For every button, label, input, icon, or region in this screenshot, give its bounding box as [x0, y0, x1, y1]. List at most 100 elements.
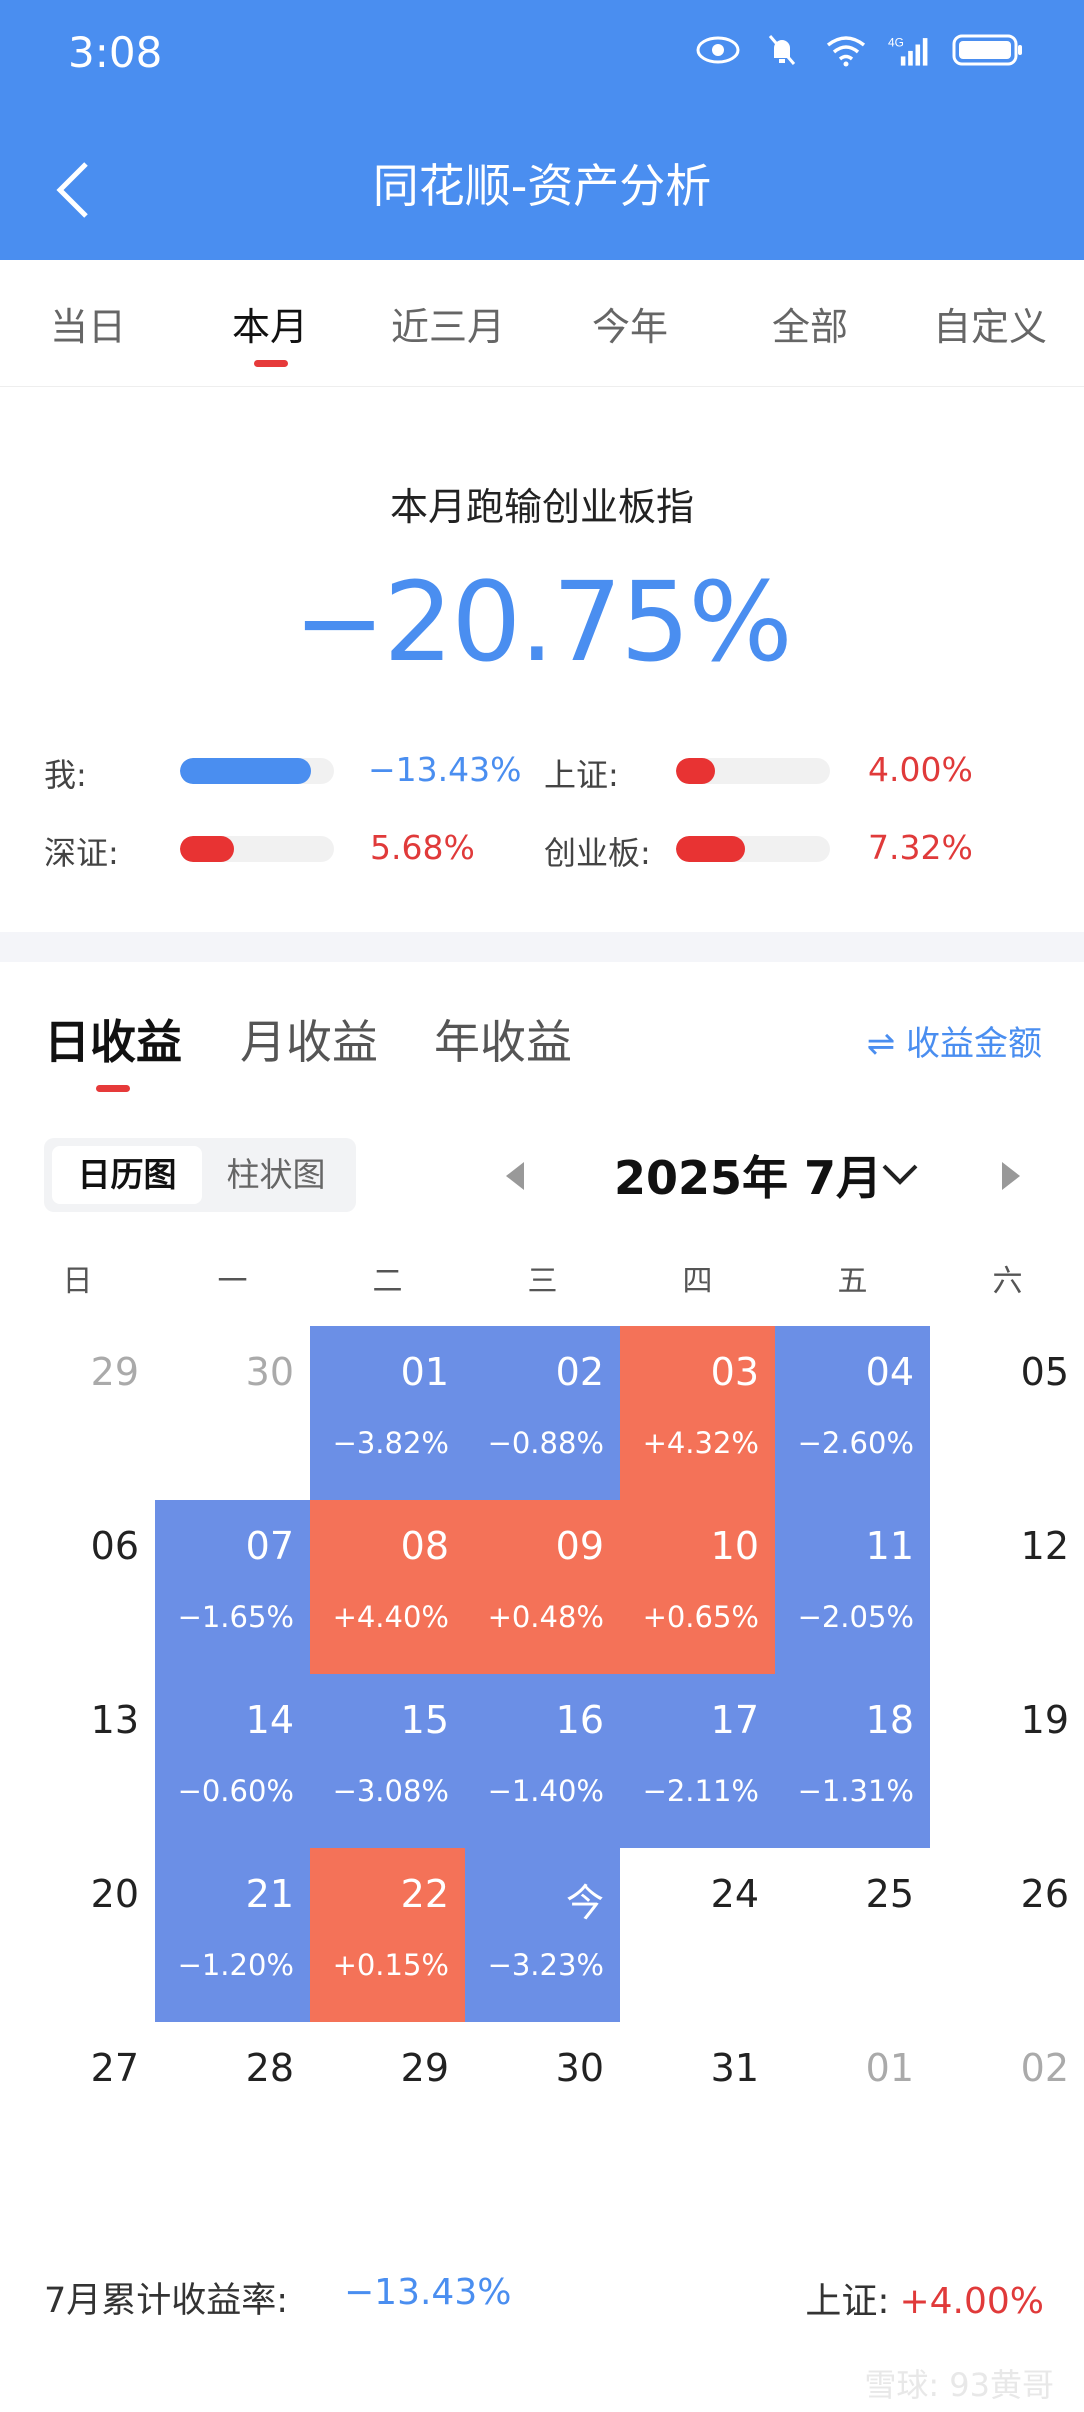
- view-toggle: 日历图 柱状图: [44, 1138, 356, 1212]
- day-return: −2.60%: [797, 1426, 914, 1460]
- day-number: 17: [710, 1698, 759, 1742]
- page-title: 同花顺-资产分析: [372, 159, 712, 213]
- section-divider: [0, 932, 1084, 962]
- compare-value-shanghai: 4.00%: [868, 750, 973, 789]
- calendar-day[interactable]: 05: [930, 1326, 1084, 1500]
- day-number: 11: [865, 1524, 914, 1568]
- calendar-day[interactable]: 26: [930, 1848, 1084, 2022]
- footer-index-value: +4.00%: [899, 2281, 1044, 2322]
- calendar-day[interactable]: 10 +0.65%: [620, 1500, 775, 1674]
- compare-label-me: 我:: [44, 756, 87, 794]
- calendar-day[interactable]: 12: [930, 1500, 1084, 1674]
- bar-view-button[interactable]: 柱状图: [226, 1155, 326, 1194]
- calendar-day[interactable]: 02 −0.88%: [465, 1326, 620, 1500]
- day-number: 10: [710, 1524, 759, 1568]
- wifi-icon: [824, 32, 868, 68]
- calendar-day[interactable]: 21 −1.20%: [155, 1848, 310, 2022]
- day-return: −3.82%: [332, 1426, 449, 1460]
- tab-custom[interactable]: 自定义: [932, 305, 1048, 349]
- calendar-day[interactable]: 13: [0, 1674, 155, 1848]
- calendar-day[interactable]: 04 −2.60%: [775, 1326, 930, 1500]
- calendar-day[interactable]: 30: [155, 1326, 310, 1500]
- tab-three-months[interactable]: 近三月: [390, 305, 506, 349]
- day-number: 20: [90, 1872, 139, 1916]
- calendar-day[interactable]: 01: [775, 2022, 930, 2196]
- day-number: 29: [90, 1350, 139, 1394]
- day-number: 22: [400, 1872, 449, 1916]
- status-time: 3:08: [68, 28, 163, 77]
- calendar-day[interactable]: 28: [155, 2022, 310, 2196]
- day-number: 01: [865, 2046, 914, 2090]
- compare-label-shenzhen: 深证:: [44, 834, 119, 872]
- day-number: 07: [245, 1524, 294, 1568]
- calendar-day[interactable]: 20: [0, 1848, 155, 2022]
- compare-bar-chinext: [676, 836, 830, 862]
- day-number: 19: [1020, 1698, 1069, 1742]
- cumulative-label: 7月累计收益率:: [44, 2281, 289, 2321]
- day-return: +0.48%: [487, 1600, 604, 1634]
- app-header: 3:08 4G 同花顺-资产分析: [0, 0, 1084, 260]
- calendar-day[interactable]: 02: [930, 2022, 1084, 2196]
- day-number: 30: [555, 2046, 604, 2090]
- tab-this-year[interactable]: 今年: [591, 305, 669, 349]
- calendar-day[interactable]: 18 −1.31%: [775, 1674, 930, 1848]
- tab-today[interactable]: 当日: [49, 305, 127, 349]
- calendar-day[interactable]: 16 −1.40%: [465, 1674, 620, 1848]
- calendar-day[interactable]: 30: [465, 2022, 620, 2196]
- calendar-day[interactable]: 06: [0, 1500, 155, 1674]
- back-icon[interactable]: [50, 160, 98, 220]
- calendar-day[interactable]: 09 +0.48%: [465, 1500, 620, 1674]
- day-number: 13: [90, 1698, 139, 1742]
- weekday-mon: 一: [217, 1264, 248, 1299]
- calendar-day[interactable]: 25: [775, 1848, 930, 2022]
- weekday-sat: 六: [992, 1264, 1023, 1299]
- tab-monthly-return[interactable]: 月收益: [240, 1015, 378, 1069]
- day-return: −1.40%: [487, 1774, 604, 1808]
- period-tabs: 当日 本月 近三月 今年 全部 自定义: [0, 260, 1084, 387]
- calendar-day[interactable]: 15 −3.08%: [310, 1674, 465, 1848]
- calendar-day[interactable]: 08 +4.40%: [310, 1500, 465, 1674]
- prev-month-icon[interactable]: [500, 1158, 530, 1194]
- day-number: 08: [400, 1524, 449, 1568]
- calendar-view-button[interactable]: 日历图: [52, 1146, 202, 1204]
- tab-all[interactable]: 全部: [771, 305, 849, 349]
- day-number: 05: [1020, 1350, 1069, 1394]
- day-number: 09: [555, 1524, 604, 1568]
- compare-value-me: −13.43%: [368, 750, 522, 789]
- svg-text:4G: 4G: [888, 35, 904, 49]
- day-number: 06: [90, 1524, 139, 1568]
- calendar-day[interactable]: 29: [0, 1326, 155, 1500]
- day-number: 15: [400, 1698, 449, 1742]
- calendar-day[interactable]: 19: [930, 1674, 1084, 1848]
- calendar-day[interactable]: 03 +4.32%: [620, 1326, 775, 1500]
- calendar-day[interactable]: 01 −3.82%: [310, 1326, 465, 1500]
- compare-bar-fill-shenzhen: [180, 836, 234, 862]
- calendar-day[interactable]: 07 −1.65%: [155, 1500, 310, 1674]
- tab-this-month[interactable]: 本月: [231, 305, 309, 349]
- day-return: +0.65%: [642, 1600, 759, 1634]
- calendar-day[interactable]: 29: [310, 2022, 465, 2196]
- tab-yearly-return[interactable]: 年收益: [434, 1015, 572, 1069]
- weekday-sun: 日: [62, 1264, 93, 1299]
- status-icons: 4G: [696, 32, 1024, 68]
- month-label[interactable]: 2025年 7月: [614, 1151, 883, 1205]
- compare-value-shenzhen: 5.68%: [370, 828, 475, 867]
- day-return: −2.11%: [642, 1774, 759, 1808]
- day-number: 27: [90, 2046, 139, 2090]
- amount-toggle-button[interactable]: ⇌ 收益金额: [866, 1024, 1042, 1064]
- calendar-day[interactable]: 17 −2.11%: [620, 1674, 775, 1848]
- tab-daily-return[interactable]: 日收益: [44, 1015, 182, 1069]
- day-return: −0.60%: [177, 1774, 294, 1808]
- calendar-day[interactable]: 27: [0, 2022, 155, 2196]
- next-month-icon[interactable]: [996, 1158, 1026, 1194]
- calendar-day[interactable]: 14 −0.60%: [155, 1674, 310, 1848]
- calendar-day[interactable]: 31: [620, 2022, 775, 2196]
- calendar-day[interactable]: 24: [620, 1848, 775, 2022]
- chevron-down-icon[interactable]: [880, 1160, 920, 1190]
- calendar-day[interactable]: 22 +0.15%: [310, 1848, 465, 2022]
- day-return: −1.31%: [797, 1774, 914, 1808]
- calendar-day[interactable]: 今 −3.23%: [465, 1848, 620, 2022]
- compare-value-chinext: 7.32%: [868, 828, 973, 867]
- compare-bar-fill-me: [180, 758, 311, 784]
- calendar-day[interactable]: 11 −2.05%: [775, 1500, 930, 1674]
